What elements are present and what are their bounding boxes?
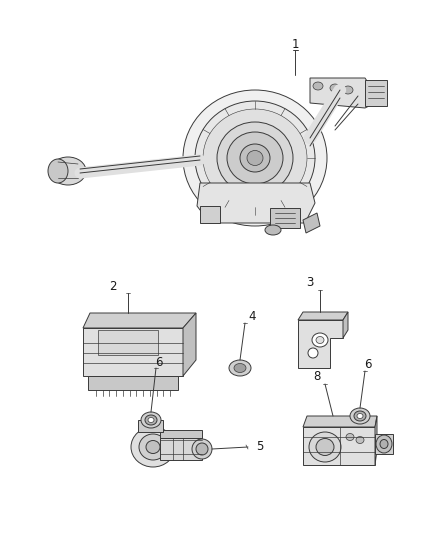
Ellipse shape (316, 336, 324, 343)
Ellipse shape (229, 360, 251, 376)
Polygon shape (375, 416, 377, 465)
Ellipse shape (192, 439, 212, 459)
Ellipse shape (354, 411, 366, 421)
Ellipse shape (148, 417, 154, 423)
Ellipse shape (313, 82, 323, 90)
Polygon shape (183, 313, 196, 376)
Ellipse shape (227, 132, 283, 184)
Ellipse shape (139, 434, 167, 460)
Polygon shape (303, 416, 377, 427)
Polygon shape (298, 320, 343, 368)
Ellipse shape (48, 159, 68, 183)
FancyBboxPatch shape (365, 80, 387, 106)
Ellipse shape (183, 90, 327, 226)
Ellipse shape (265, 225, 281, 235)
Ellipse shape (376, 435, 392, 453)
Polygon shape (160, 430, 202, 438)
Text: 1: 1 (291, 38, 299, 52)
Ellipse shape (356, 437, 364, 443)
Text: 5: 5 (256, 440, 264, 454)
Polygon shape (270, 208, 300, 228)
Ellipse shape (330, 84, 340, 92)
Text: 8: 8 (313, 370, 321, 384)
Ellipse shape (217, 122, 293, 194)
Ellipse shape (312, 333, 328, 347)
Text: 4: 4 (248, 310, 256, 322)
Ellipse shape (234, 364, 246, 373)
Polygon shape (83, 313, 196, 328)
Ellipse shape (50, 157, 86, 185)
FancyBboxPatch shape (83, 328, 183, 376)
Polygon shape (298, 312, 348, 320)
Text: 6: 6 (155, 356, 163, 368)
Ellipse shape (380, 440, 388, 448)
Ellipse shape (195, 101, 315, 215)
FancyBboxPatch shape (98, 330, 158, 355)
Ellipse shape (357, 414, 363, 418)
Polygon shape (303, 213, 320, 233)
Ellipse shape (346, 433, 354, 440)
Text: 2: 2 (109, 279, 117, 293)
Polygon shape (343, 312, 348, 338)
Text: 3: 3 (306, 277, 314, 289)
Text: 6: 6 (364, 358, 372, 370)
Polygon shape (138, 420, 163, 432)
Ellipse shape (203, 109, 307, 207)
Ellipse shape (350, 408, 370, 424)
Ellipse shape (196, 443, 208, 455)
Ellipse shape (309, 432, 341, 462)
Ellipse shape (240, 144, 270, 172)
Polygon shape (197, 183, 315, 223)
Ellipse shape (146, 440, 160, 454)
Ellipse shape (145, 415, 157, 425)
Ellipse shape (343, 86, 353, 94)
Polygon shape (310, 78, 375, 108)
Ellipse shape (308, 348, 318, 358)
Ellipse shape (316, 439, 334, 456)
FancyBboxPatch shape (303, 427, 375, 465)
Polygon shape (200, 206, 220, 223)
FancyBboxPatch shape (160, 438, 202, 460)
Ellipse shape (131, 427, 175, 467)
FancyBboxPatch shape (88, 376, 178, 390)
Ellipse shape (247, 150, 263, 166)
FancyBboxPatch shape (375, 434, 393, 454)
Ellipse shape (141, 412, 161, 428)
